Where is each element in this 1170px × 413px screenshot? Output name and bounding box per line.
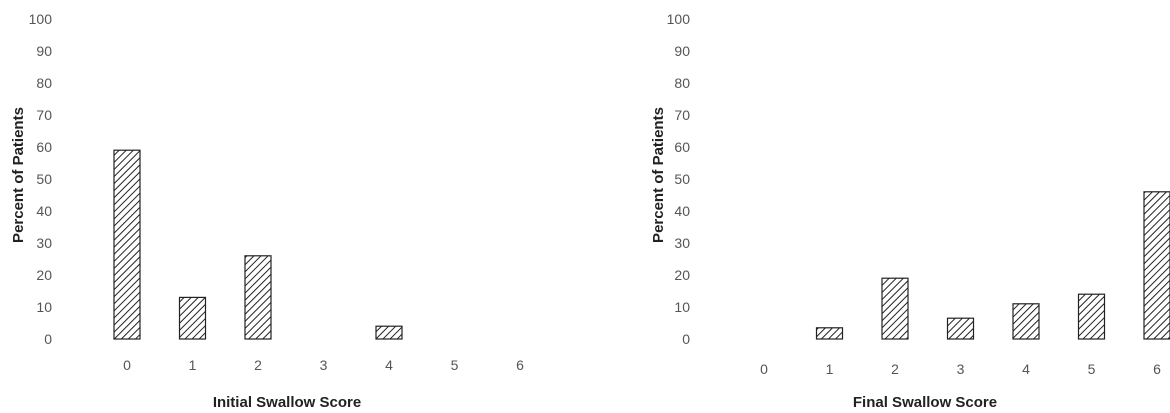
y-tick-label: 20: [674, 267, 690, 283]
y-tick-label: 100: [29, 11, 53, 27]
bar: [375, 325, 403, 340]
y-tick-label: 30: [674, 235, 690, 251]
y-tick-label: 0: [682, 331, 690, 347]
bar: [1077, 293, 1106, 340]
x-tick-label: 3: [957, 361, 965, 377]
bar: [1143, 191, 1170, 340]
y-tick-label: 40: [36, 203, 52, 219]
y-tick-label: 90: [36, 43, 52, 59]
y-tick-label: 90: [674, 43, 690, 59]
x-tick-label: 6: [1153, 361, 1161, 377]
bar: [946, 317, 975, 340]
x-tick-label: 0: [760, 361, 768, 377]
y-ticks-final: 0 10 20 30 40 50 60 70 80 90 100: [667, 11, 691, 347]
x-tick-label: 4: [385, 357, 393, 373]
y-tick-label: 50: [36, 171, 52, 187]
y-tick-label: 40: [674, 203, 690, 219]
y-tick-label: 10: [36, 299, 52, 315]
x-tick-label: 1: [826, 361, 834, 377]
x-tick-label: 0: [123, 357, 131, 373]
y-tick-label: 60: [36, 139, 52, 155]
x-tick-label: 5: [1088, 361, 1096, 377]
x-tick-label: 6: [516, 357, 524, 373]
x-ticks-initial: 0 1 2 3 4 5 6: [123, 357, 524, 373]
y-tick-label: 10: [674, 299, 690, 315]
x-tick-label: 1: [189, 357, 197, 373]
y-tick-label: 100: [667, 11, 691, 27]
bar: [113, 149, 141, 340]
bar: [244, 255, 272, 340]
y-tick-label: 30: [36, 235, 52, 251]
x-ticks-final: 0 1 2 3 4 5 6: [760, 361, 1161, 377]
y-tick-label: 60: [674, 139, 690, 155]
y-tick-label: 50: [674, 171, 690, 187]
y-tick-label: 70: [674, 107, 690, 123]
bar: [815, 327, 844, 340]
x-tick-label: 3: [320, 357, 328, 373]
x-tick-label: 2: [891, 361, 899, 377]
bar: [1012, 303, 1040, 340]
y-tick-label: 0: [44, 331, 52, 347]
y-axis-title-final: Percent of Patients: [650, 107, 667, 243]
y-tick-label: 80: [674, 75, 690, 91]
x-tick-label: 4: [1022, 361, 1030, 377]
bars-final: [815, 191, 1170, 340]
y-tick-label: 80: [36, 75, 52, 91]
y-axis-title-initial: Percent of Patients: [10, 107, 27, 243]
x-tick-label: 2: [254, 357, 262, 373]
x-axis-title-final: Final Swallow Score: [853, 394, 997, 411]
x-tick-label: 5: [451, 357, 459, 373]
x-axis-title-initial: Initial Swallow Score: [213, 394, 361, 411]
chart-final: Percent of Patients Final Swallow Score …: [650, 11, 1170, 411]
bars-initial: [113, 149, 403, 340]
bar: [881, 277, 909, 340]
bar: [178, 296, 207, 340]
y-tick-label: 70: [36, 107, 52, 123]
chart-initial: Percent of Patients Initial Swallow Scor…: [10, 11, 524, 411]
y-tick-label: 20: [36, 267, 52, 283]
y-ticks-initial: 0 10 20 30 40 50 60 70 80 90 100: [29, 11, 53, 347]
